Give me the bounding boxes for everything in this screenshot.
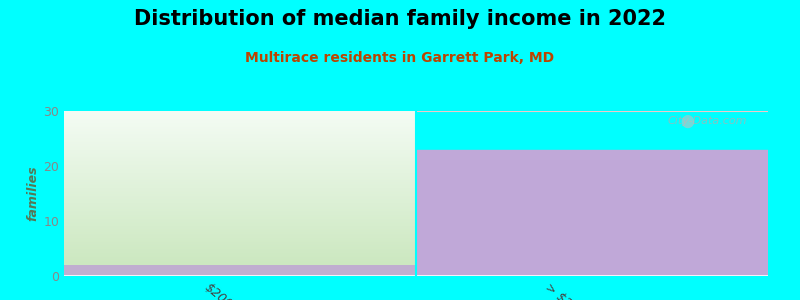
Text: Distribution of median family income in 2022: Distribution of median family income in … (134, 9, 666, 29)
Text: ⬤: ⬤ (680, 115, 694, 128)
Y-axis label: families: families (26, 166, 39, 221)
Bar (64, 265, 416, 276)
Text: City-Data.com: City-Data.com (667, 116, 747, 126)
Bar (416, 149, 768, 276)
Text: Multirace residents in Garrett Park, MD: Multirace residents in Garrett Park, MD (246, 51, 554, 65)
